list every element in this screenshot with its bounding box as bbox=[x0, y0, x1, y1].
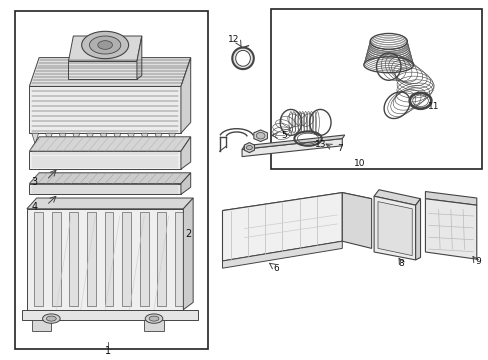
Polygon shape bbox=[181, 173, 190, 194]
Polygon shape bbox=[68, 61, 137, 79]
Polygon shape bbox=[32, 133, 39, 144]
Text: 11: 11 bbox=[427, 102, 439, 111]
Text: 10: 10 bbox=[353, 159, 365, 168]
Bar bbox=[69, 212, 78, 306]
Ellipse shape bbox=[256, 132, 264, 139]
Text: 4: 4 bbox=[31, 202, 37, 212]
Polygon shape bbox=[373, 196, 415, 260]
Polygon shape bbox=[68, 36, 142, 61]
Bar bbox=[87, 212, 96, 306]
Polygon shape bbox=[59, 133, 66, 144]
Text: 9: 9 bbox=[474, 257, 480, 266]
Polygon shape bbox=[373, 190, 420, 205]
Bar bbox=[175, 212, 183, 306]
Ellipse shape bbox=[232, 48, 253, 69]
Polygon shape bbox=[144, 320, 163, 331]
Text: 5: 5 bbox=[281, 131, 287, 140]
Ellipse shape bbox=[145, 314, 163, 323]
Polygon shape bbox=[244, 143, 254, 153]
Ellipse shape bbox=[149, 316, 159, 321]
Polygon shape bbox=[425, 192, 476, 205]
Bar bbox=[34, 212, 43, 306]
Bar bbox=[104, 212, 113, 306]
Polygon shape bbox=[141, 133, 148, 144]
Bar bbox=[140, 212, 148, 306]
Polygon shape bbox=[253, 130, 267, 141]
Polygon shape bbox=[114, 133, 121, 144]
Bar bbox=[157, 212, 166, 306]
Polygon shape bbox=[377, 202, 411, 256]
Polygon shape bbox=[242, 135, 344, 149]
Polygon shape bbox=[32, 320, 51, 331]
Polygon shape bbox=[155, 133, 162, 144]
Ellipse shape bbox=[81, 31, 128, 59]
Text: 7: 7 bbox=[336, 144, 342, 153]
Polygon shape bbox=[29, 58, 190, 86]
Bar bbox=[52, 212, 61, 306]
Polygon shape bbox=[222, 241, 342, 268]
Polygon shape bbox=[29, 137, 190, 151]
Polygon shape bbox=[29, 86, 181, 133]
Polygon shape bbox=[242, 139, 342, 157]
Text: 2: 2 bbox=[185, 229, 191, 239]
Ellipse shape bbox=[246, 145, 252, 150]
Polygon shape bbox=[222, 193, 371, 217]
Ellipse shape bbox=[89, 36, 121, 54]
Polygon shape bbox=[183, 198, 193, 310]
Polygon shape bbox=[425, 199, 476, 259]
Polygon shape bbox=[29, 184, 181, 194]
Text: 12: 12 bbox=[227, 35, 239, 44]
Text: 6: 6 bbox=[273, 264, 279, 273]
Polygon shape bbox=[181, 137, 190, 169]
Polygon shape bbox=[45, 133, 52, 144]
Ellipse shape bbox=[98, 41, 112, 49]
Polygon shape bbox=[181, 58, 190, 133]
Ellipse shape bbox=[235, 50, 250, 66]
Text: 13: 13 bbox=[315, 140, 326, 149]
Text: 3: 3 bbox=[31, 177, 37, 187]
Polygon shape bbox=[342, 193, 371, 248]
Polygon shape bbox=[73, 133, 80, 144]
Polygon shape bbox=[137, 36, 142, 79]
Ellipse shape bbox=[46, 316, 56, 321]
Polygon shape bbox=[415, 199, 420, 260]
Ellipse shape bbox=[42, 314, 60, 323]
Polygon shape bbox=[127, 133, 134, 144]
Polygon shape bbox=[29, 151, 181, 169]
Polygon shape bbox=[29, 173, 190, 184]
Polygon shape bbox=[222, 193, 342, 261]
Bar bbox=[271, 9, 481, 169]
Polygon shape bbox=[168, 133, 175, 144]
Polygon shape bbox=[27, 209, 183, 310]
Text: 1: 1 bbox=[104, 346, 110, 356]
Text: 8: 8 bbox=[397, 259, 403, 269]
Polygon shape bbox=[100, 133, 107, 144]
Polygon shape bbox=[22, 310, 198, 320]
Bar bbox=[122, 212, 131, 306]
Polygon shape bbox=[27, 198, 193, 209]
Polygon shape bbox=[86, 133, 93, 144]
Bar bbox=[15, 11, 207, 349]
